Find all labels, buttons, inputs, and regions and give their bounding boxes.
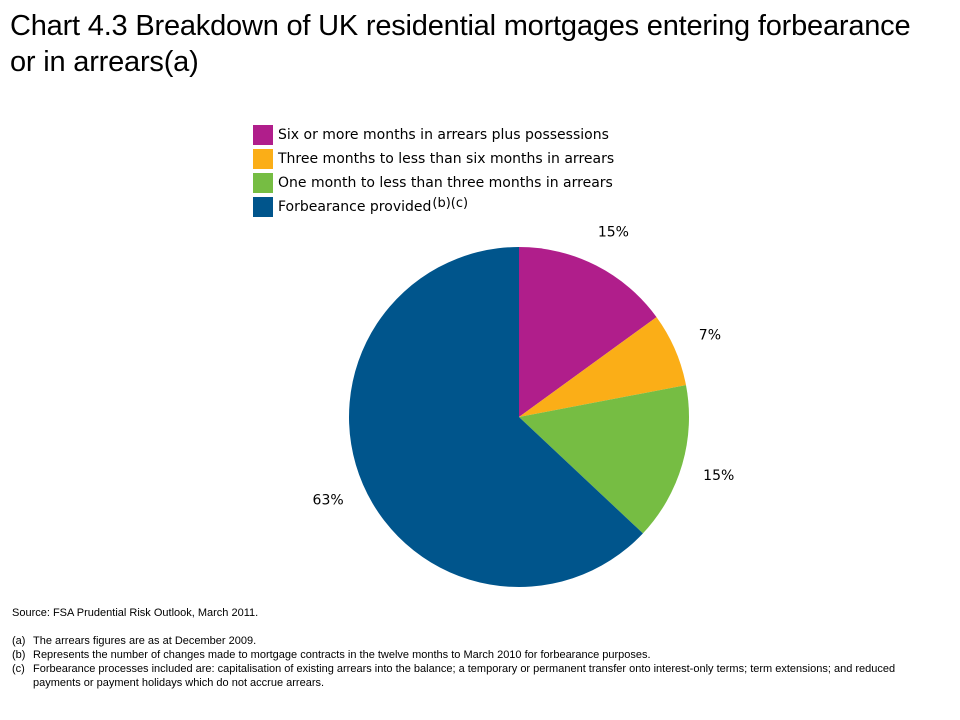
- legend-swatch-forbearance: [253, 197, 273, 217]
- legend-swatch-three-months: [253, 149, 273, 169]
- legend-label-forbearance: Forbearance provided(b)(c): [278, 196, 469, 215]
- pie-slice-forbearance: [348, 247, 643, 587]
- legend-item-three-months: Three months to less than six months in …: [253, 147, 673, 171]
- legend-item-six-months: Six or more months in arrears plus posse…: [253, 123, 673, 147]
- legend-label-three-months: Three months to less than six months in …: [278, 151, 615, 167]
- footnote-b-mark: (b): [12, 649, 26, 661]
- pie-label-three-months: 7%: [699, 327, 721, 343]
- legend-swatch-six-months: [253, 125, 273, 145]
- chart-footnotes: Source: FSA Prudential Risk Outlook, Mar…: [12, 606, 942, 690]
- legend-label-six-months: Six or more months in arrears plus posse…: [278, 127, 609, 143]
- footnote-b: (b) Represents the number of changes mad…: [12, 648, 942, 662]
- pie-chart: 15% 7% 15% 63%: [313, 225, 734, 587]
- pie-label-forbearance: 63%: [313, 493, 344, 509]
- legend-label-forbearance-footnote: (b)(c): [432, 196, 469, 211]
- legend-label-one-month: One month to less than three months in a…: [278, 175, 613, 191]
- footnote-b-text: Represents the number of changes made to…: [33, 649, 651, 661]
- footnote-a: (a) The arrears figures are as at Decemb…: [12, 634, 942, 648]
- pie-label-one-month: 15%: [703, 468, 734, 484]
- source-note: Source: FSA Prudential Risk Outlook, Mar…: [12, 607, 259, 619]
- footnote-c: (c) Forbearance processes included are: …: [12, 662, 942, 690]
- footnote-c-text: Forbearance processes included are: capi…: [33, 663, 896, 689]
- legend-item-forbearance: Forbearance provided(b)(c): [253, 195, 673, 219]
- legend-label-forbearance-text: Forbearance provided: [278, 199, 432, 215]
- chart-legend: Six or more months in arrears plus posse…: [253, 123, 673, 219]
- footnote-a-mark: (a): [12, 635, 26, 647]
- footnote-a-text: The arrears figures are as at December 2…: [33, 635, 257, 647]
- pie-slice-six-months: [519, 247, 657, 417]
- pie-slice-one-month: [519, 385, 689, 534]
- legend-item-one-month: One month to less than three months in a…: [253, 171, 673, 195]
- pie-label-six-months: 15%: [598, 225, 629, 241]
- legend-swatch-one-month: [253, 173, 273, 193]
- chart-title: Chart 4.3 Breakdown of UK residential mo…: [10, 10, 911, 78]
- pie-slice-three-months: [519, 317, 686, 417]
- footnote-c-mark: (c): [12, 663, 25, 675]
